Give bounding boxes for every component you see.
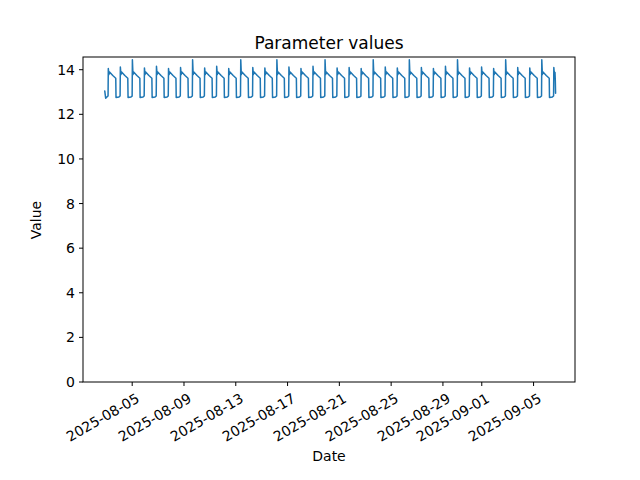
y-tick-label: 10: [57, 151, 75, 167]
figure: 024681012142025-08-052025-08-092025-08-1…: [0, 0, 640, 480]
y-tick-label: 14: [57, 62, 75, 78]
y-tick-label: 2: [66, 329, 75, 345]
x-axis-label: Date: [312, 448, 345, 464]
y-tick-label: 6: [66, 240, 75, 256]
y-tick-label: 8: [66, 196, 75, 212]
chart-title: Parameter values: [254, 33, 403, 53]
axes-spines: [83, 57, 575, 382]
y-tick-label: 0: [66, 374, 75, 390]
y-tick-label: 12: [57, 106, 75, 122]
y-axis-label: Value: [28, 201, 44, 239]
y-tick-label: 4: [66, 285, 75, 301]
series-line-parameter: [105, 60, 556, 99]
